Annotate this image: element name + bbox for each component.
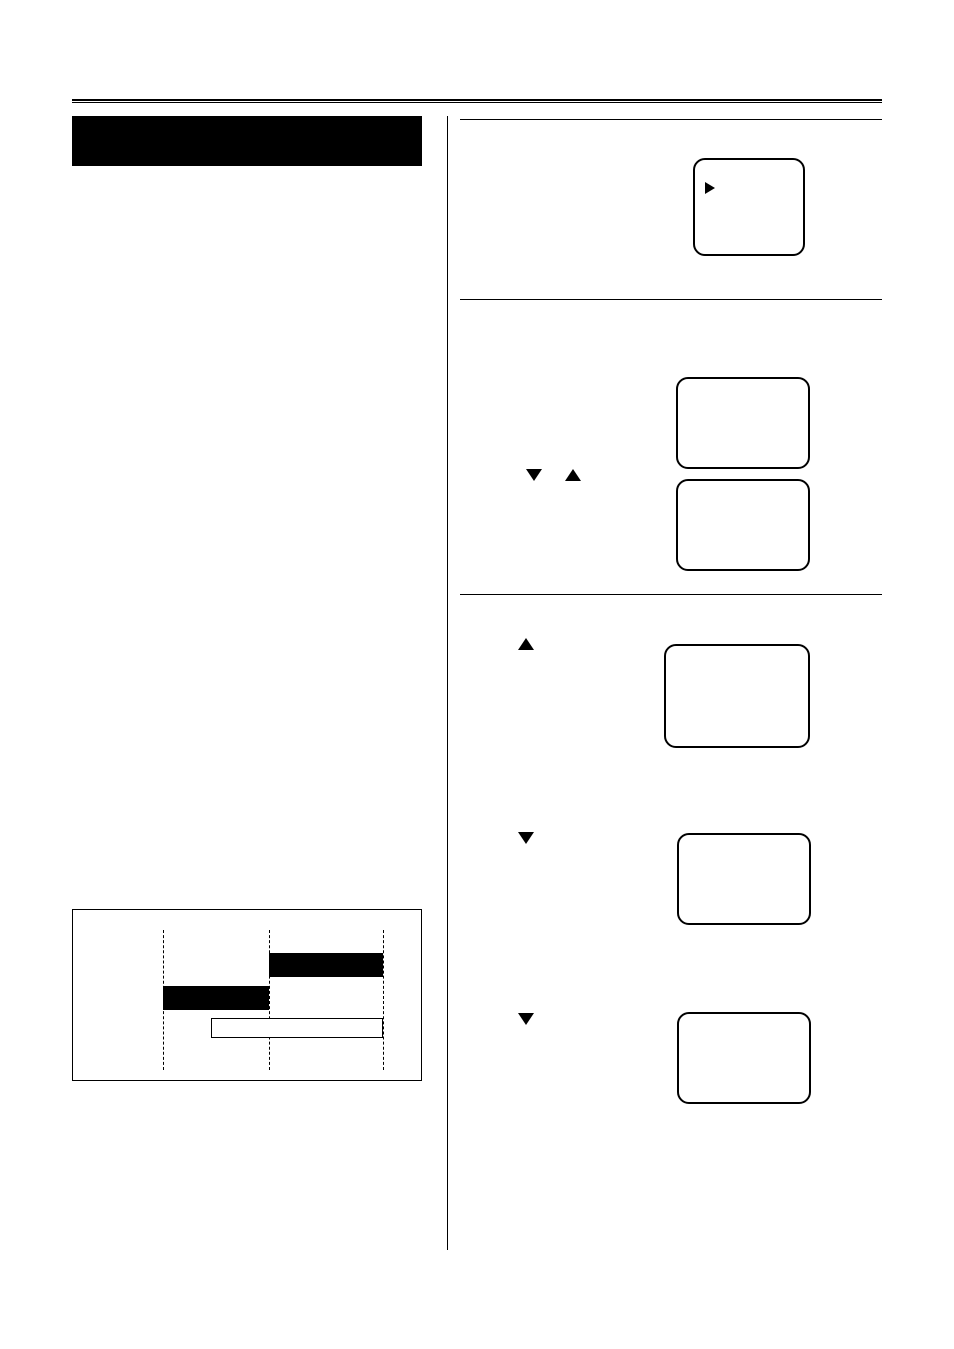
- cursor-down-icon: [518, 1012, 534, 1030]
- top-rule-thin: [72, 102, 882, 103]
- cursor-up-icon: [565, 469, 581, 481]
- lcd-screen-illustration: [677, 1012, 811, 1104]
- lcd-screen-illustration: [664, 644, 810, 748]
- lcd-screen-illustration: [676, 377, 810, 469]
- cursor-down-up-icons: [526, 468, 581, 486]
- diagram-guideline: [383, 930, 384, 1070]
- timing-diagram: [72, 909, 422, 1081]
- cursor-down-icon: [518, 831, 534, 849]
- lcd-screen-illustration: [676, 479, 810, 571]
- lcd-screen-illustration: [677, 833, 811, 925]
- page: [0, 0, 954, 1349]
- right-column-separator: [460, 299, 882, 300]
- diagram-bar-filled: [163, 986, 269, 1010]
- right-column-top-rule: [460, 119, 882, 120]
- diagram-guideline: [269, 930, 270, 1070]
- right-column-separator: [460, 594, 882, 595]
- diagram-bar-outline: [211, 1018, 383, 1038]
- cursor-down-icon: [526, 469, 542, 481]
- diagram-bar-filled: [269, 953, 383, 977]
- section-title-bar: [72, 116, 422, 166]
- column-divider: [447, 116, 448, 1250]
- lcd-screen-illustration: [693, 158, 805, 256]
- top-rule-heavy: [72, 99, 882, 101]
- play-icon: [705, 182, 715, 194]
- cursor-up-icon: [518, 637, 534, 655]
